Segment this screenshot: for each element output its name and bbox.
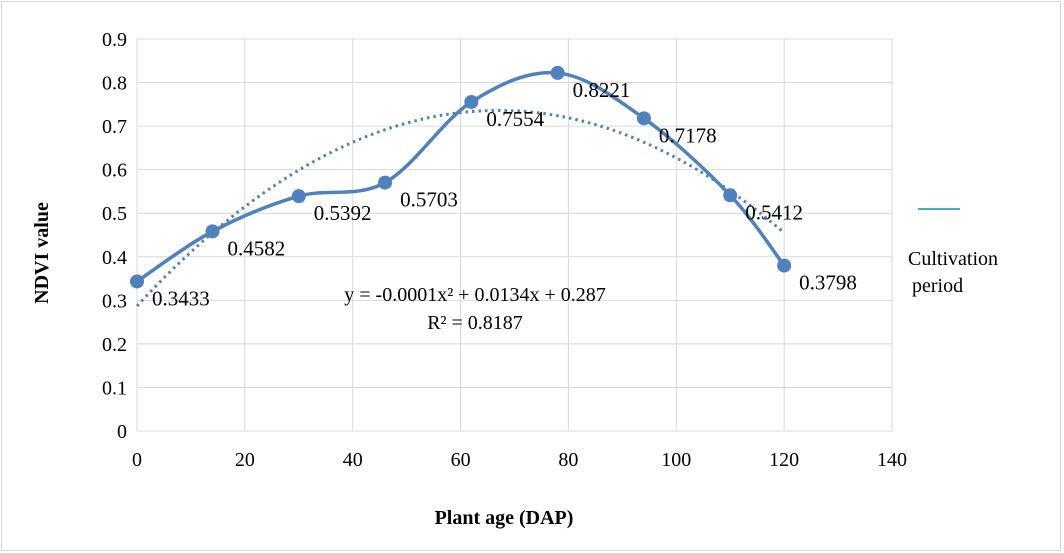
data-label: 0.3798 bbox=[799, 271, 857, 295]
y-tick-label: 0.6 bbox=[102, 160, 127, 182]
y-tick-label: 0.5 bbox=[102, 203, 127, 225]
polynomial-trendline bbox=[135, 108, 786, 308]
data-labels: 0.3433 0.4582 0.5392 0.5703 0.7554 0.8221 0.71… bbox=[152, 78, 857, 311]
y-tick-label: 0.7 bbox=[102, 116, 127, 138]
x-tick-label: 40 bbox=[343, 449, 363, 471]
data-label: 0.5412 bbox=[745, 200, 803, 224]
y-axis-title: NDVI value bbox=[31, 202, 53, 304]
data-point bbox=[205, 224, 220, 239]
data-label: 0.4582 bbox=[228, 236, 286, 260]
data-points bbox=[130, 65, 792, 289]
y-tick-labels: 0 0.1 0.2 0.3 0.4 0.5 0.6 0.7 0.8 0.9 bbox=[102, 29, 127, 443]
legend-label: Cultivation period bbox=[908, 248, 1003, 297]
y-tick-label: 0.2 bbox=[102, 334, 127, 356]
y-tick-label: 0.8 bbox=[102, 73, 127, 95]
data-point bbox=[130, 274, 144, 289]
trendline-r-squared: R² = 0.8187 bbox=[427, 312, 523, 334]
data-point bbox=[636, 111, 651, 126]
legend-label-line-1: Cultivation bbox=[908, 248, 998, 270]
x-tick-label: 20 bbox=[235, 449, 255, 471]
data-point bbox=[777, 258, 792, 273]
legend-label-line-2: period bbox=[912, 275, 963, 297]
grid bbox=[136, 38, 893, 432]
x-tick-label: 80 bbox=[558, 449, 578, 471]
y-tick-label: 0.4 bbox=[102, 247, 127, 269]
data-point bbox=[723, 188, 738, 203]
data-label: 0.8221 bbox=[573, 78, 631, 102]
x-tick-label: 140 bbox=[877, 449, 907, 471]
x-tick-label: 100 bbox=[661, 449, 691, 471]
y-tick-label: 0.1 bbox=[102, 377, 127, 399]
x-tick-label: 60 bbox=[451, 449, 471, 471]
data-label: 0.3433 bbox=[152, 286, 210, 310]
data-label: 0.7178 bbox=[659, 123, 717, 147]
data-point bbox=[550, 65, 565, 80]
x-axis-title: Plant age (DAP) bbox=[435, 507, 574, 529]
y-tick-label: 0.3 bbox=[102, 290, 127, 312]
y-tick-label: 0 bbox=[117, 421, 127, 443]
data-label: 0.5392 bbox=[314, 201, 372, 225]
data-point bbox=[464, 94, 479, 109]
trendline-equation: y = -0.0001x² + 0.0134x + 0.287 bbox=[344, 284, 606, 306]
x-tick-label: 0 bbox=[132, 449, 142, 471]
data-label: 0.5703 bbox=[400, 188, 458, 212]
data-label: 0.7554 bbox=[486, 107, 544, 131]
x-tick-labels: 0 20 40 60 80 100 120 140 bbox=[132, 449, 907, 471]
data-point bbox=[378, 175, 393, 190]
x-tick-label: 120 bbox=[769, 449, 799, 471]
data-point bbox=[291, 189, 306, 204]
y-tick-label: 0.9 bbox=[102, 29, 127, 51]
